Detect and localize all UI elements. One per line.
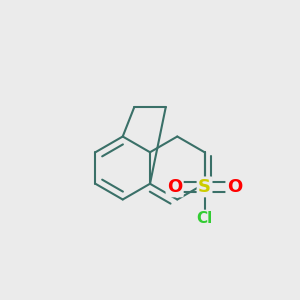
Text: S: S [198,178,211,196]
Text: Cl: Cl [196,211,213,226]
Text: O: O [227,178,242,196]
Text: O: O [167,178,182,196]
